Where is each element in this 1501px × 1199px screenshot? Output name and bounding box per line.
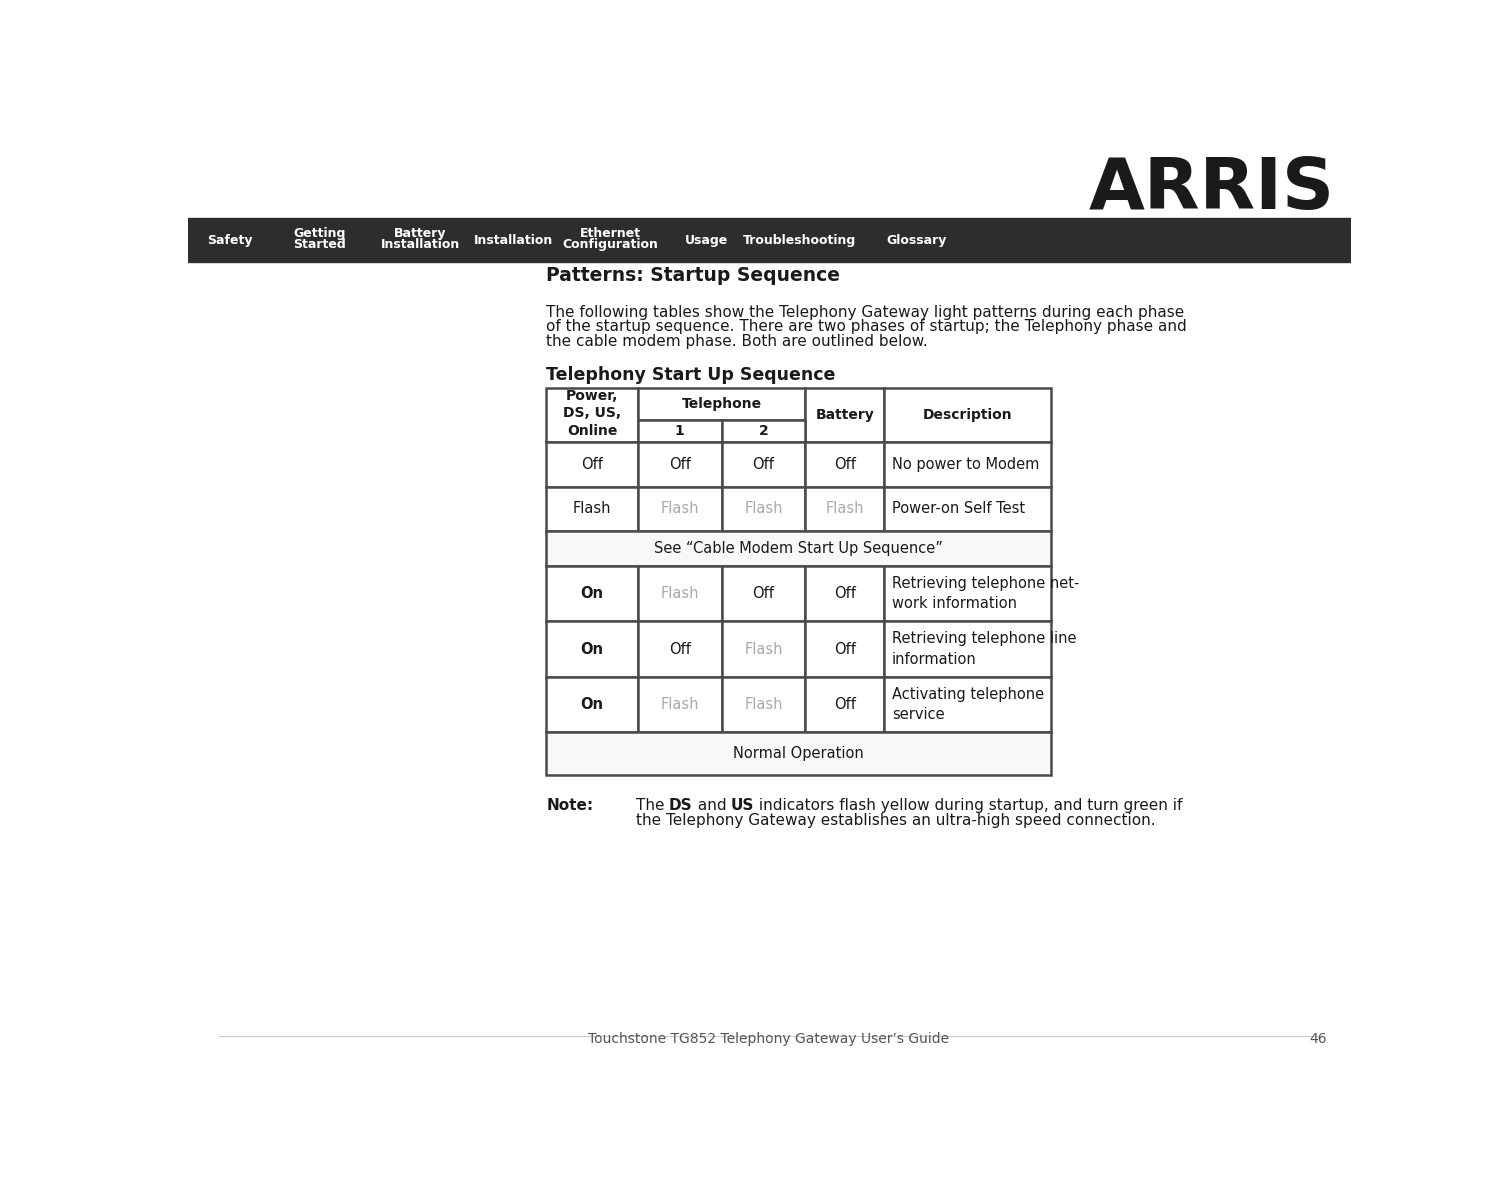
Text: The following tables show the Telephony Gateway light patterns during each phase: The following tables show the Telephony … bbox=[546, 305, 1184, 320]
Text: Telephone: Telephone bbox=[681, 397, 761, 411]
Text: Patterns: Startup Sequence: Patterns: Startup Sequence bbox=[546, 266, 841, 285]
Text: the Telephony Gateway establishes an ultra-high speed connection.: the Telephony Gateway establishes an ult… bbox=[635, 813, 1156, 829]
Bar bbox=[806, 442, 884, 487]
Text: Flash: Flash bbox=[660, 501, 699, 517]
Text: ARRIS: ARRIS bbox=[1088, 155, 1334, 224]
Text: Retrieving telephone line
information: Retrieving telephone line information bbox=[892, 632, 1076, 667]
Bar bbox=[722, 442, 806, 487]
Text: Description: Description bbox=[923, 408, 1013, 422]
Bar bbox=[806, 487, 884, 531]
Text: Flash: Flash bbox=[744, 501, 782, 517]
Bar bbox=[722, 566, 806, 621]
Bar bbox=[638, 566, 722, 621]
Text: Off: Off bbox=[752, 586, 775, 601]
Text: Retrieving telephone net-
work information: Retrieving telephone net- work informati… bbox=[892, 576, 1079, 611]
Text: Flash: Flash bbox=[744, 697, 782, 712]
Text: Note:: Note: bbox=[546, 797, 593, 813]
Text: On: On bbox=[581, 641, 603, 657]
Text: Ethernet: Ethernet bbox=[579, 227, 641, 240]
Text: Flash: Flash bbox=[660, 697, 699, 712]
Text: Safety: Safety bbox=[207, 234, 254, 247]
Bar bbox=[806, 566, 884, 621]
Text: On: On bbox=[581, 586, 603, 601]
Text: Off: Off bbox=[669, 457, 690, 471]
Text: 2: 2 bbox=[758, 424, 769, 438]
Text: Installation: Installation bbox=[380, 237, 459, 251]
Bar bbox=[638, 487, 722, 531]
Text: 46: 46 bbox=[1309, 1031, 1327, 1046]
Text: Off: Off bbox=[752, 457, 775, 471]
Text: US: US bbox=[731, 797, 755, 813]
Bar bbox=[546, 621, 638, 676]
Text: Off: Off bbox=[581, 457, 603, 471]
Bar bbox=[806, 621, 884, 676]
Text: of the startup sequence. There are two phases of startup; the Telephony phase an: of the startup sequence. There are two p… bbox=[546, 319, 1187, 335]
Bar bbox=[638, 676, 722, 733]
Text: 1: 1 bbox=[675, 424, 684, 438]
Text: Touchstone TG852 Telephony Gateway User’s Guide: Touchstone TG852 Telephony Gateway User’… bbox=[588, 1031, 950, 1046]
Text: See “Cable Modem Start Up Sequence”: See “Cable Modem Start Up Sequence” bbox=[654, 541, 943, 556]
Text: Battery: Battery bbox=[393, 227, 446, 240]
Text: DS: DS bbox=[669, 797, 692, 813]
Text: Battery: Battery bbox=[815, 408, 874, 422]
Text: Flash: Flash bbox=[660, 586, 699, 601]
Bar bbox=[546, 566, 638, 621]
Text: indicators flash yellow during startup, and turn green if: indicators flash yellow during startup, … bbox=[755, 797, 1183, 813]
Text: No power to Modem: No power to Modem bbox=[892, 457, 1040, 471]
Text: The: The bbox=[635, 797, 669, 813]
Text: Usage: Usage bbox=[686, 234, 728, 247]
Bar bbox=[546, 733, 1051, 775]
Bar bbox=[722, 676, 806, 733]
Bar bbox=[546, 442, 638, 487]
Text: Power-on Self Test: Power-on Self Test bbox=[892, 501, 1025, 517]
Text: Telephony Start Up Sequence: Telephony Start Up Sequence bbox=[546, 367, 836, 385]
Text: Off: Off bbox=[835, 697, 856, 712]
Bar bbox=[884, 676, 1051, 733]
Text: Glossary: Glossary bbox=[886, 234, 946, 247]
Bar bbox=[884, 388, 1051, 442]
Text: Flash: Flash bbox=[744, 641, 782, 657]
Text: Off: Off bbox=[835, 457, 856, 471]
Text: the cable modem phase. Both are outlined below.: the cable modem phase. Both are outlined… bbox=[546, 335, 928, 349]
Text: Getting: Getting bbox=[293, 227, 345, 240]
Bar bbox=[546, 388, 638, 442]
Bar bbox=[546, 531, 1051, 566]
Text: Flash: Flash bbox=[573, 501, 611, 517]
Bar bbox=[806, 388, 884, 442]
Text: Activating telephone
service: Activating telephone service bbox=[892, 687, 1045, 722]
Text: Off: Off bbox=[669, 641, 690, 657]
Bar bbox=[722, 421, 806, 442]
Bar bbox=[638, 621, 722, 676]
Text: Installation: Installation bbox=[473, 234, 552, 247]
Text: Configuration: Configuration bbox=[561, 237, 657, 251]
Text: On: On bbox=[581, 697, 603, 712]
Bar bbox=[546, 487, 638, 531]
Bar bbox=[638, 442, 722, 487]
Bar bbox=[188, 218, 1351, 263]
Text: Normal Operation: Normal Operation bbox=[734, 746, 865, 761]
Bar bbox=[546, 676, 638, 733]
Bar bbox=[884, 566, 1051, 621]
Text: Troubleshooting: Troubleshooting bbox=[743, 234, 857, 247]
Bar bbox=[884, 442, 1051, 487]
Text: Flash: Flash bbox=[826, 501, 865, 517]
Bar bbox=[884, 621, 1051, 676]
Bar bbox=[884, 487, 1051, 531]
Text: and: and bbox=[692, 797, 731, 813]
Bar bbox=[638, 421, 722, 442]
Text: Power,
DS, US,
Online: Power, DS, US, Online bbox=[563, 390, 621, 438]
Bar bbox=[638, 388, 806, 421]
Bar bbox=[806, 676, 884, 733]
Text: Off: Off bbox=[835, 641, 856, 657]
Text: Started: Started bbox=[293, 237, 345, 251]
Bar bbox=[722, 621, 806, 676]
Text: Off: Off bbox=[835, 586, 856, 601]
Bar bbox=[722, 487, 806, 531]
